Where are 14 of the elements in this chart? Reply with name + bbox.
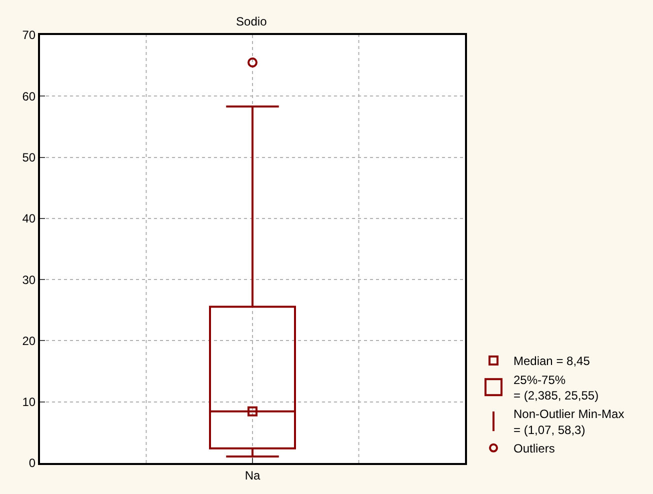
y-tick-label: 30 (22, 272, 36, 287)
y-tick-label: 40 (22, 212, 36, 226)
y-tick-label: 50 (22, 150, 36, 164)
y-tick-label: 70 (22, 28, 36, 42)
y-tick-label: 60 (22, 89, 36, 104)
text: 25%-75% = (2,385, 25,55) (514, 372, 599, 403)
text: Outliers (514, 442, 555, 456)
y-tick-label: 0 (28, 456, 36, 470)
chart-title: Sodio (236, 14, 268, 29)
y-tick-label: 10 (22, 395, 36, 410)
y-tick-label: 20 (22, 334, 36, 348)
text: Non-Outlier Min-Max = (1,07, 58,3) (514, 407, 624, 437)
text: Median = 8,45 (514, 354, 590, 368)
x-tick-label: Na (244, 468, 260, 482)
